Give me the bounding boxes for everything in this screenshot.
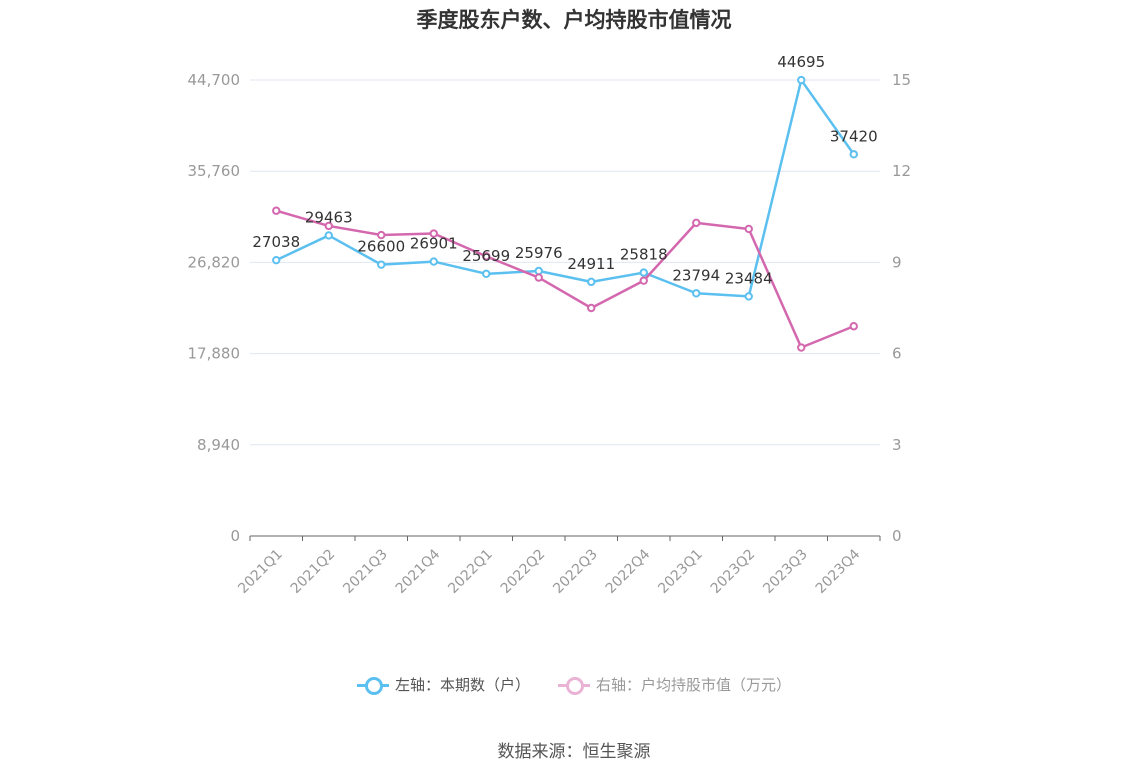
right-series-point[interactable] xyxy=(429,229,438,238)
data-label: 44695 xyxy=(777,53,825,71)
left-series-point[interactable] xyxy=(797,75,806,85)
right-series-point[interactable] xyxy=(587,303,596,313)
grid-lines xyxy=(250,79,880,446)
legend-swatch-right-icon xyxy=(558,675,590,695)
left-series-point[interactable] xyxy=(534,266,543,276)
left-series-point[interactable] xyxy=(587,277,596,287)
x-axis-tick-label: 2021Q2 xyxy=(288,546,339,597)
x-axis-tick-label: 2022Q4 xyxy=(603,546,654,597)
x-axis-tick-label: 2023Q2 xyxy=(708,546,759,597)
right-series-point[interactable] xyxy=(692,218,701,228)
right-series-point[interactable] xyxy=(534,273,543,282)
right-series-point[interactable] xyxy=(849,322,858,331)
data-label: 26600 xyxy=(357,238,405,256)
left-series-point[interactable] xyxy=(744,292,753,301)
data-label: 25699 xyxy=(462,247,510,265)
left-axis-tick-label: 8,940 xyxy=(197,436,240,454)
right-series-point[interactable] xyxy=(272,206,281,215)
legend: 左轴：本期数（户） 右轴：户均持股市值（万元） xyxy=(0,674,1148,695)
data-label: 27038 xyxy=(252,233,300,251)
data-label: 24911 xyxy=(567,255,615,273)
right-axis-tick-label: 15 xyxy=(892,71,911,89)
right-series-point[interactable] xyxy=(324,221,333,231)
line-chart: 0 0 8,940 3 17,880 6 26,820 9 35,760 12 44,700 15 20… xyxy=(188,53,912,597)
data-label: 23484 xyxy=(725,269,773,287)
left-series-point[interactable] xyxy=(324,231,333,240)
left-axis-tick-label: 35,760 xyxy=(188,162,241,180)
left-series-point[interactable] xyxy=(272,255,281,265)
x-axis-tick-label: 2021Q4 xyxy=(393,546,444,597)
left-series-point[interactable] xyxy=(849,150,858,159)
right-series-point[interactable] xyxy=(797,343,806,352)
x-axis-tick-label: 2023Q1 xyxy=(655,546,706,597)
right-axis-tick-label: 0 xyxy=(892,527,902,545)
data-label: 26901 xyxy=(410,235,458,253)
left-axis-tick-label: 44,700 xyxy=(188,71,241,89)
legend-item-left-series[interactable]: 左轴：本期数（户） xyxy=(356,674,530,695)
legend-label-left-series: 左轴：本期数（户） xyxy=(394,676,530,694)
left-series-point[interactable] xyxy=(692,289,701,298)
data-label: 25818 xyxy=(620,246,668,264)
data-label: 23794 xyxy=(672,266,720,284)
right-axis-tick-label: 9 xyxy=(892,253,902,271)
x-axis-tick-label: 2023Q3 xyxy=(760,546,811,597)
right-series-point[interactable] xyxy=(377,230,386,240)
x-axis-tick-label: 2021Q1 xyxy=(235,546,286,597)
right-series-line xyxy=(275,209,855,349)
axes: 0 0 8,940 3 17,880 6 26,820 9 35,760 12 44,700 15 20… xyxy=(188,71,912,597)
data-label: 37420 xyxy=(830,127,878,145)
source-note: 数据来源：恒生聚源 xyxy=(497,742,651,762)
data-label: 25976 xyxy=(515,244,563,262)
left-series-point[interactable] xyxy=(482,269,491,279)
right-axis-tick-label: 3 xyxy=(892,436,902,454)
left-series-line xyxy=(275,78,855,298)
left-series-point[interactable] xyxy=(377,260,386,269)
left-series-point[interactable] xyxy=(639,268,648,277)
left-series-point[interactable] xyxy=(429,257,438,266)
x-axis-tick-label: 2022Q1 xyxy=(445,546,496,597)
legend-label-right-series: 右轴：户均持股市值（万元） xyxy=(596,676,792,694)
x-axis-tick-label: 2021Q3 xyxy=(340,546,391,597)
right-series-point[interactable] xyxy=(639,276,648,285)
legend-item-right-series[interactable]: 右轴：户均持股市值（万元） xyxy=(558,674,791,695)
left-axis-tick-label: 0 xyxy=(230,527,240,545)
x-axis-tick-label: 2022Q2 xyxy=(498,546,549,597)
right-series-point[interactable] xyxy=(744,224,753,234)
right-axis-tick-label: 6 xyxy=(892,345,902,363)
series-lines xyxy=(272,75,858,352)
left-axis-tick-label: 17,880 xyxy=(188,345,241,363)
right-axis-tick-label: 12 xyxy=(892,162,911,180)
chart-title: 季度股东户数、户均持股市值情况 xyxy=(416,8,732,32)
x-axis-tick-label: 2023Q4 xyxy=(813,546,864,597)
right-series-point[interactable] xyxy=(482,252,491,261)
left-axis-tick-label: 26,820 xyxy=(188,253,241,271)
data-label: 29463 xyxy=(305,208,353,226)
legend-swatch-left-icon xyxy=(356,675,389,695)
x-axis-tick-label: 2022Q3 xyxy=(550,546,601,597)
